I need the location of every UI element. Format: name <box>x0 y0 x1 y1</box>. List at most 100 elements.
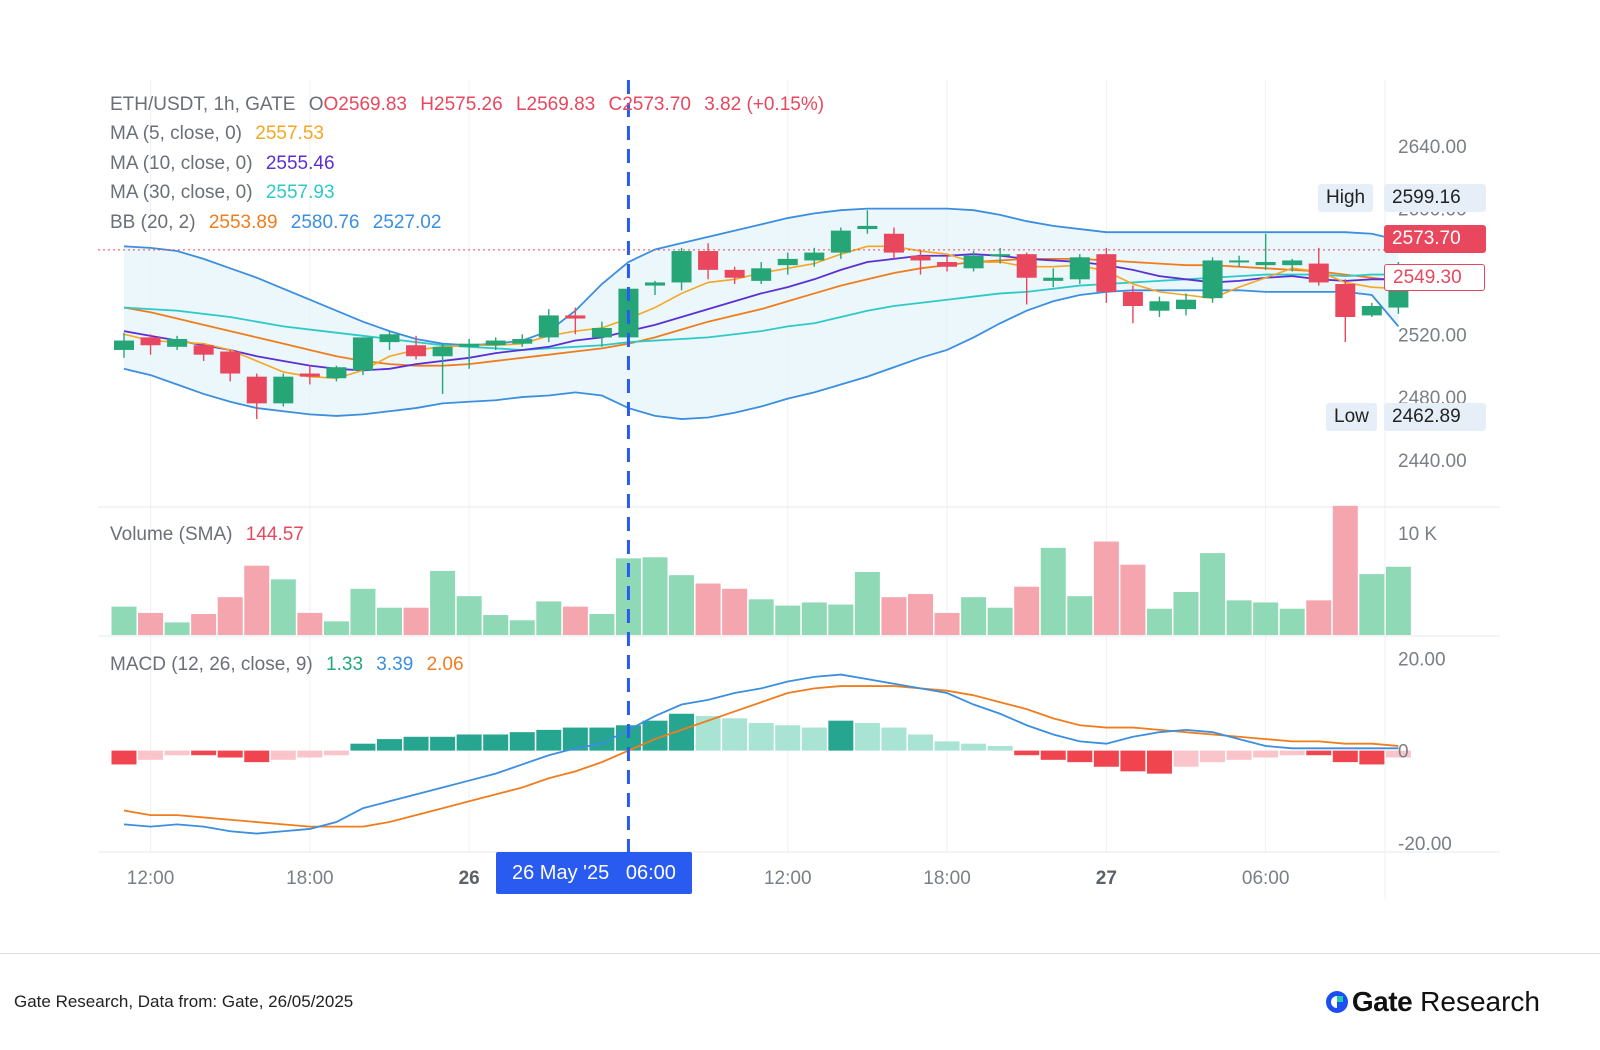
symbol-label: ETH/USDT, 1h, GATE <box>110 94 296 115</box>
volume-bar <box>1173 591 1199 635</box>
candle <box>1282 258 1303 272</box>
candle <box>246 373 267 420</box>
time-tick-label: 12:00 <box>127 868 175 889</box>
ma10-value: 2555.46 <box>265 153 335 174</box>
candle <box>459 338 480 369</box>
volume-bar <box>695 583 721 635</box>
candle-body <box>671 251 692 283</box>
ohlc-close: C2573.70 <box>608 94 691 115</box>
volume-bar <box>244 565 270 635</box>
macd-line <box>123 673 1399 835</box>
volume-bar <box>536 601 562 635</box>
candle-body <box>379 334 400 343</box>
candle <box>963 251 984 272</box>
volume-bar <box>669 575 695 635</box>
candle <box>565 307 586 335</box>
macd-tick-label: 0 <box>1398 742 1409 763</box>
open-value: O2569.83 <box>323 94 407 115</box>
macd-hist-bar <box>1040 750 1066 760</box>
volume-bar <box>589 614 615 635</box>
macd-hist-bar <box>775 725 801 751</box>
macd-hist-bar <box>987 746 1013 751</box>
macd-hist-bar <box>377 739 402 751</box>
candle-body <box>538 315 559 338</box>
ma30-label: MA (30, close, 0) <box>110 182 253 203</box>
price-tick-label: 2440.00 <box>1398 451 1467 472</box>
bb-mid-line <box>123 257 1399 367</box>
volume-bar <box>1332 505 1358 635</box>
candle <box>538 309 559 343</box>
candle-body <box>193 345 214 355</box>
volume-bar <box>775 605 801 635</box>
macd-hist-bar <box>430 736 456 751</box>
volume-bar <box>164 622 190 635</box>
volume-tick-label: 10 K <box>1398 524 1437 545</box>
macd-hist-bar <box>244 750 270 763</box>
candle-body <box>167 338 188 347</box>
macd-hist-bar <box>1359 750 1385 765</box>
candle-body <box>1069 257 1090 280</box>
candle <box>406 335 427 360</box>
candle-body <box>1149 301 1170 311</box>
candle <box>193 343 214 361</box>
candle <box>1229 255 1250 267</box>
candle-body <box>883 233 904 253</box>
candle <box>1043 268 1064 288</box>
candle-body <box>1202 260 1223 299</box>
volume-bar <box>642 557 668 635</box>
bb-lower-value: 2527.02 <box>372 212 442 233</box>
volume-bar <box>1359 574 1385 635</box>
candle <box>114 332 134 358</box>
candle <box>485 337 506 350</box>
macd-hist-bar <box>748 722 774 751</box>
bb-legend: BB (20, 2) 2553.89 2580.76 2527.02 <box>110 212 449 234</box>
candle-body <box>1122 291 1143 306</box>
price-legend: ETH/USDT, 1h, GATE OO2569.83 H2575.26 L2… <box>110 94 832 116</box>
candle <box>273 373 294 407</box>
candle <box>830 227 851 259</box>
ma30-value: 2557.93 <box>265 182 335 203</box>
candle <box>512 334 533 347</box>
macd-hist-bar <box>1146 750 1172 774</box>
volume-bar <box>562 606 588 635</box>
candle <box>724 266 745 285</box>
volume-bar <box>1067 596 1093 635</box>
ma5-legend: MA (5, close, 0) 2557.53 <box>110 123 332 145</box>
candle-body <box>406 345 427 357</box>
candlesticks[interactable] <box>114 210 1409 420</box>
candle-body <box>1096 254 1117 292</box>
candle <box>140 334 161 355</box>
volume-bar <box>961 597 987 635</box>
candle <box>1096 247 1117 303</box>
macd-tick-label: 20.00 <box>1398 649 1446 670</box>
crosshair-time-label: 26 May '25 06:00 <box>496 852 692 894</box>
macd-hist-bar <box>1226 750 1252 760</box>
source-note: Gate Research, Data from: Gate, 26/05/20… <box>14 992 354 1011</box>
macd-hist-bar <box>881 727 907 751</box>
volume-bars <box>111 505 1411 635</box>
candle <box>1016 252 1037 305</box>
volume-bar <box>1279 608 1305 635</box>
volume-bar <box>1014 586 1040 635</box>
volume-bar <box>509 620 535 635</box>
candle-body <box>777 258 798 266</box>
volume-bar <box>934 612 960 635</box>
macd-hist-bar <box>961 743 987 751</box>
time-tick-label: 06:00 <box>1242 868 1290 889</box>
macd-hist-bar <box>1093 750 1119 767</box>
volume-bar <box>1306 600 1332 635</box>
macd-line-value: 3.39 <box>376 654 414 675</box>
volume-legend: Volume (SMA) 144.57 <box>110 524 312 546</box>
ma5-value: 2557.53 <box>255 123 324 144</box>
macd-hist-bar <box>270 750 296 760</box>
volume-bar <box>483 615 509 635</box>
volume-bar <box>1120 564 1146 635</box>
price-tick-label: 2520.00 <box>1398 325 1467 346</box>
time-tick-label: 26 <box>459 868 480 889</box>
candle-body <box>1361 305 1382 316</box>
macd-signal-value: 2.06 <box>426 654 464 675</box>
volume-bar <box>881 597 907 635</box>
volume-bar <box>908 594 933 635</box>
volume-bar <box>722 588 748 635</box>
